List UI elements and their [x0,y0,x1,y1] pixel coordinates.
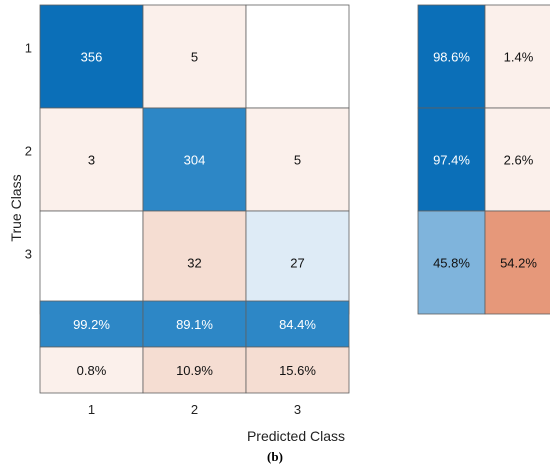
row-summary-cell-r2-c2-label: 2.6% [504,153,534,168]
matrix-cell-r1-c3 [245,4,350,109]
matrix-cell-r2-c3 [245,107,350,212]
column-summary-cell-r1-c1 [39,300,144,348]
matrix-cell-r2-c2 [142,107,247,212]
matrix-cell-r2-c3-label: 5 [294,153,301,168]
column-summary-cell-r1-c1-label: 99.2% [73,317,110,332]
row-summary-cell-r1-c2-label: 1.4% [504,50,534,65]
column-summary-matrix: 99.2% 89.1% 84.4% 0.8% 10.9% 15.6% [39,300,350,394]
column-summary-cell-r1-c3-label: 84.4% [279,317,316,332]
x-tick-label: 2 [191,402,198,417]
y-tick-label: 3 [25,247,32,262]
x-tick-labels: 1 2 3 [88,402,301,417]
row-summary-cell-r1-c2 [484,4,550,109]
matrix-cell-r1-c2-label: 5 [191,50,198,65]
column-summary-cell-r1-c2 [142,300,247,348]
y-tick-label: 2 [25,144,32,159]
row-summary-cell-r3-c2 [484,210,550,315]
matrix-cell-r1-c1-label: 356 [81,50,103,65]
matrix-cell-r1-c2 [142,4,247,109]
column-summary-cell-r2-c3-label: 15.6% [279,363,316,378]
column-summary-cell-r2-c3 [245,346,350,394]
row-summary-cell-r1-c1-label: 98.6% [433,50,470,65]
column-summary-cell-r2-c1 [39,346,144,394]
column-summary-cell-r2-c2 [142,346,247,394]
row-summary-cell-r3-c2-label: 54.2% [500,256,537,271]
matrix-cell-r2-c1-label: 3 [88,153,95,168]
matrix-cell-r2-c2-label: 304 [184,153,206,168]
column-summary-cell-r2-c1-label: 0.8% [77,363,107,378]
row-summary-cell-r2-c1 [417,107,486,212]
matrix-cell-r3-c2 [142,210,247,315]
confusion-matrix: 356 5 3 304 5 32 27 [39,4,350,315]
matrix-cell-r3-c2-label: 32 [187,256,201,271]
column-summary-cell-r1-c2-label: 89.1% [176,317,213,332]
y-tick-labels: 1 2 3 [25,41,32,262]
figure-caption: (b) [267,449,283,464]
column-summary-cell-r2-c2-label: 10.9% [176,363,213,378]
x-axis-label: Predicted Class [247,428,345,444]
y-tick-label: 1 [25,41,32,56]
row-summary-cell-r1-c1 [417,4,486,109]
matrix-cell-r3-c1 [39,210,144,315]
row-summary-cell-r3-c1-label: 45.8% [433,256,470,271]
matrix-cell-r3-c3-label: 27 [290,256,304,271]
matrix-cell-r2-c1 [39,107,144,212]
x-tick-label: 3 [294,402,301,417]
matrix-cell-r1-c1 [39,4,144,109]
y-axis-label: True Class [8,174,24,241]
x-tick-label: 1 [88,402,95,417]
row-summary-cell-r2-c1-label: 97.4% [433,153,470,168]
row-summary-matrix: 98.6% 1.4% 97.4% 2.6% 45.8% 54.2% [417,4,550,315]
